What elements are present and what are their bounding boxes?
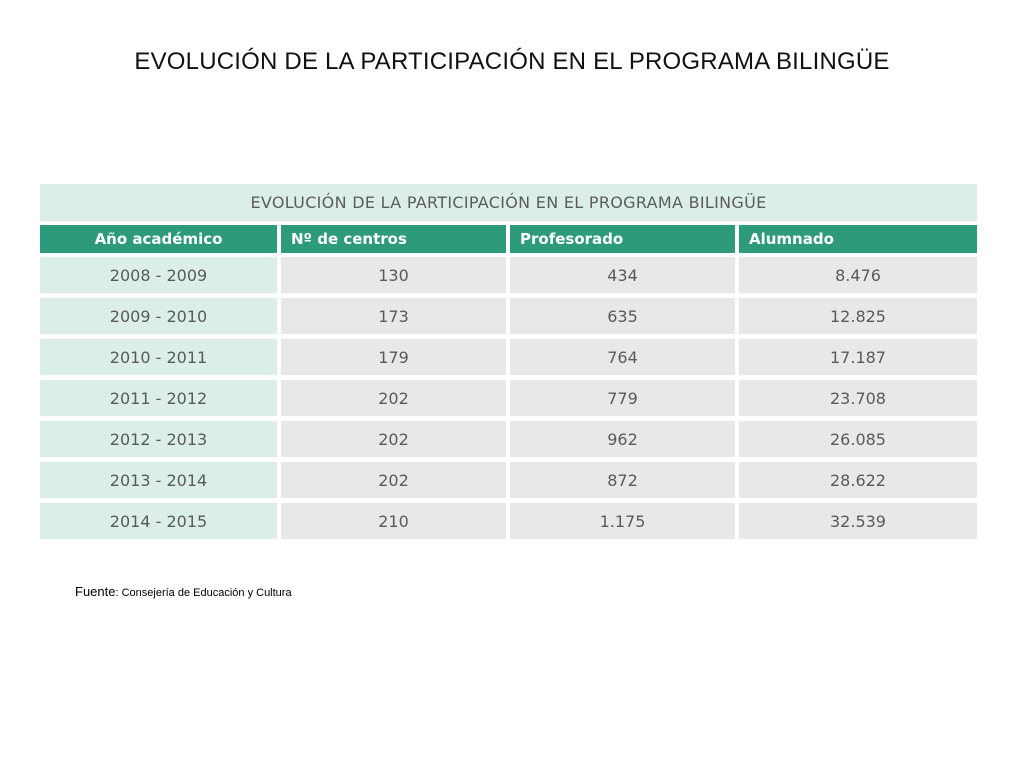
- table-row: 2010 - 2011 179 764 17.187: [40, 339, 977, 380]
- table-row: 2012 - 2013 202 962 26.085: [40, 421, 977, 462]
- cell-year: 2012 - 2013: [40, 421, 281, 462]
- table-row: 2009 - 2010 173 635 12.825: [40, 298, 977, 339]
- column-header-centers: Nº de centros: [281, 225, 510, 257]
- table-row: 2011 - 2012 202 779 23.708: [40, 380, 977, 421]
- cell-centers: 202: [281, 462, 510, 503]
- cell-year: 2008 - 2009: [40, 257, 281, 298]
- cell-centers: 179: [281, 339, 510, 380]
- column-header-students: Alumnado: [739, 225, 977, 257]
- table-caption: EVOLUCIÓN DE LA PARTICIPACIÓN EN EL PROG…: [40, 184, 977, 225]
- cell-students: 23.708: [739, 380, 977, 421]
- cell-students: 26.085: [739, 421, 977, 462]
- cell-students: 12.825: [739, 298, 977, 339]
- cell-year: 2009 - 2010: [40, 298, 281, 339]
- cell-centers: 202: [281, 421, 510, 462]
- cell-teachers: 764: [510, 339, 739, 380]
- table-row: 2014 - 2015 210 1.175 32.539: [40, 503, 977, 539]
- cell-centers: 202: [281, 380, 510, 421]
- cell-teachers: 962: [510, 421, 739, 462]
- source-text: : Consejería de Educación y Cultura: [115, 587, 292, 599]
- cell-students: 32.539: [739, 503, 977, 539]
- cell-teachers: 1.175: [510, 503, 739, 539]
- source-note: Fuente: Consejería de Educación y Cultur…: [75, 584, 292, 599]
- cell-centers: 210: [281, 503, 510, 539]
- slide-title: EVOLUCIÓN DE LA PARTICIPACIÓN EN EL PROG…: [134, 48, 890, 75]
- cell-teachers: 635: [510, 298, 739, 339]
- cell-teachers: 779: [510, 380, 739, 421]
- column-header-year: Año académico: [40, 225, 281, 257]
- source-label: Fuente: [75, 584, 116, 599]
- table-row: 2013 - 2014 202 872 28.622: [40, 462, 977, 503]
- cell-year: 2010 - 2011: [40, 339, 281, 380]
- column-header-teachers: Profesorado: [510, 225, 739, 257]
- data-table: Año académico Nº de centros Profesorado …: [40, 225, 977, 539]
- cell-year: 2013 - 2014: [40, 462, 281, 503]
- cell-students: 28.622: [739, 462, 977, 503]
- cell-students: 17.187: [739, 339, 977, 380]
- cell-centers: 173: [281, 298, 510, 339]
- cell-year: 2011 - 2012: [40, 380, 281, 421]
- cell-year: 2014 - 2015: [40, 503, 281, 539]
- cell-teachers: 872: [510, 462, 739, 503]
- table-row: 2008 - 2009 130 434 8.476: [40, 257, 977, 298]
- cell-students: 8.476: [739, 257, 977, 298]
- cell-teachers: 434: [510, 257, 739, 298]
- participation-table: EVOLUCIÓN DE LA PARTICIPACIÓN EN EL PROG…: [40, 184, 977, 539]
- header-row: Año académico Nº de centros Profesorado …: [40, 225, 977, 257]
- cell-centers: 130: [281, 257, 510, 298]
